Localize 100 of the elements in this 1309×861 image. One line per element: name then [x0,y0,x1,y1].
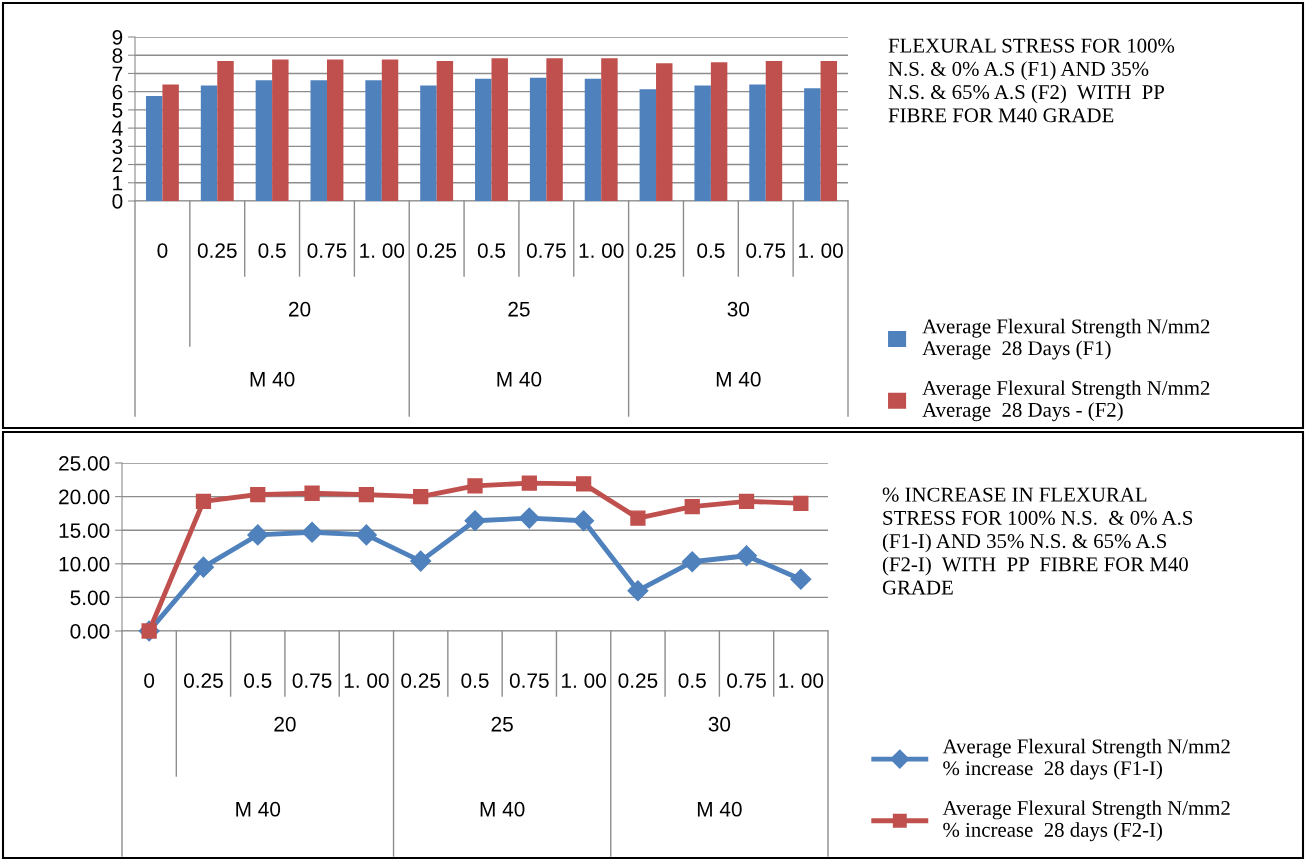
text: M 40 [716,371,761,387]
bar [584,78,602,201]
point [738,493,755,509]
bar [145,96,163,201]
x-tick-label: 0.75 [509,673,549,688]
x-tick-label: 1. 00 [344,673,389,688]
bar [310,80,327,201]
legend-label: Average Flexural Strength N/mm2 % increase 28 days (F1-I) [942,738,1230,780]
text: 25 [508,301,530,317]
point [793,495,809,511]
bar [217,61,234,201]
x-tick-label: 0.25 [401,673,441,688]
text: M 40 [236,801,281,817]
point [464,510,486,532]
legend-label: Average Flexural Strength N/mm2 Average 28 Days (F1) [922,318,1210,360]
bar [491,58,508,201]
bar [804,88,821,201]
x-tick-label: 0.75 [307,243,347,258]
text: M 40 [697,801,742,817]
y-tick-label: 9 [112,30,123,45]
y-tick-label: 7 [112,66,123,81]
text: M 40 [480,801,525,817]
y-tick-label: 3 [112,139,123,155]
x-tick-label: 0.25 [184,673,223,688]
point [627,580,649,602]
x-tick-label: 0 [157,243,168,258]
point [358,486,375,503]
point [410,550,432,572]
bar [200,85,218,201]
text: 20 [274,716,296,732]
x-tick-label: 0.5 [244,673,272,688]
point [630,510,646,526]
y-tick-label: 15.00 [59,523,110,538]
text: 20 [289,301,311,317]
bar [749,84,766,201]
y-tick-label: 0.00 [70,624,110,639]
x-tick-label: 0.25 [417,243,457,258]
bar [381,59,399,201]
point [684,499,700,515]
y-tick-label: 0 [112,194,123,209]
text: M 40 [250,371,295,387]
text: 25 [491,716,513,732]
y-tick-label: 6 [112,84,123,100]
x-tick-label: 0.5 [461,673,489,688]
point [573,510,595,532]
point [304,485,320,501]
text: % INCREASE IN FLEXURAL STRESS FOR 100% N.S. & 0% A.S (F1-I) AND 35% N.S. & 65% A.S (F2-I) WITH PP FIBRE FOR M40 GRADE [882,487,1193,595]
bar [162,84,179,201]
bar [475,78,492,201]
x-tick-label: 1. 00 [579,243,624,258]
point [736,545,758,567]
text: 30 [727,301,750,317]
x-tick-label: 0.25 [197,243,237,258]
bar [710,62,728,201]
x-tick-label: 0.75 [727,673,766,688]
x-tick-label: 0.25 [618,673,658,688]
bar [656,63,673,201]
bar [639,89,657,201]
text: 30 [708,716,731,732]
bar [765,61,783,201]
y-tick-label: 25.00 [59,456,110,471]
point [467,478,483,494]
bar [272,59,289,201]
bar [601,58,618,201]
legend-label: Average Flexural Strength N/mm2 % increase 28 days (F2-I) [942,800,1230,842]
bar [420,85,437,201]
text: FLEXURAL STRESS FOR 100% N.S. & 0% A.S (F1) AND 35% N.S. & 65% A.S (F2) WITH PP FIBRE FOR M40 GRADE [888,38,1175,123]
y-tick-label: 1 [113,175,123,191]
y-tick-label: 2 [112,157,123,173]
point [575,476,592,492]
x-tick-label: 0.75 [746,243,786,258]
x-tick-label: 0.5 [477,243,506,258]
x-tick-label: 1. 00 [779,673,824,688]
point [195,493,212,509]
bar [546,58,563,201]
x-tick-label: 0.75 [526,243,566,258]
x-tick-label: 1. 00 [562,673,606,688]
x-tick-label: 0 [144,673,155,688]
point [413,488,429,505]
x-tick-label: 1. 00 [360,243,405,258]
y-tick-label: 4 [112,121,123,136]
point [247,524,269,546]
y-tick-label: 10.00 [59,556,110,572]
point [192,556,214,578]
point [521,475,537,491]
point [355,524,377,546]
point [518,507,540,529]
y-tick-label: 5 [112,103,123,118]
y-tick-label: 20.00 [59,489,110,505]
y-tick-label: 5.00 [70,590,110,606]
x-tick-label: 0.75 [292,673,332,688]
x-tick-label: 1. 00 [799,243,843,258]
bar [820,61,838,201]
bar [326,59,344,201]
x-tick-label: 0.25 [636,243,676,258]
bar [255,80,273,201]
point [250,486,266,503]
y-tick-label: 8 [112,48,123,63]
point [681,551,703,573]
bar [436,61,454,201]
